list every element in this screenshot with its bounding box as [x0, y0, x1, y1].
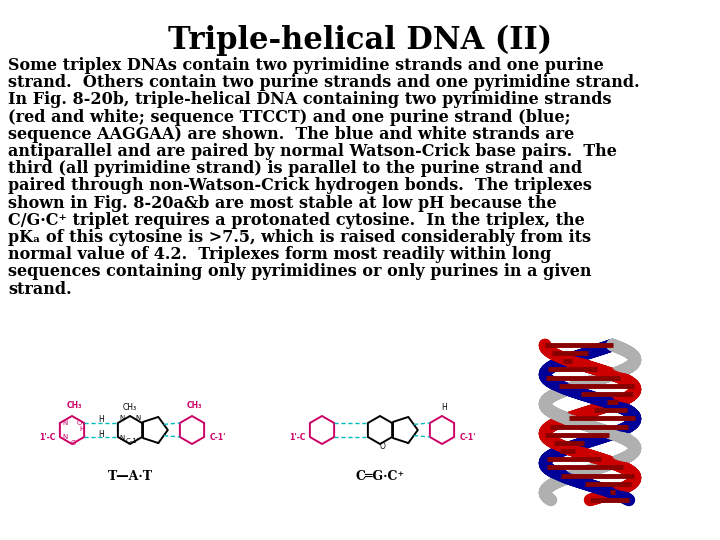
Text: O: O	[76, 420, 81, 426]
Text: N: N	[119, 415, 125, 421]
Text: H: H	[98, 415, 104, 424]
Text: CH₃: CH₃	[66, 401, 82, 410]
Text: 1'-C: 1'-C	[40, 434, 56, 442]
Text: strand.  Others contain two purine strands and one pyrimidine strand.: strand. Others contain two purine strand…	[8, 74, 639, 91]
Text: strand.: strand.	[8, 281, 71, 298]
Text: T—A·T: T—A·T	[107, 470, 153, 483]
Text: H: H	[98, 430, 104, 439]
Text: sequence AAGGAA) are shown.  The blue and white strands are: sequence AAGGAA) are shown. The blue and…	[8, 126, 575, 143]
Text: H: H	[79, 426, 84, 431]
Text: 1'-C: 1'-C	[289, 434, 306, 442]
Text: N: N	[63, 420, 68, 426]
Text: third (all pyrimidine strand) is parallel to the purine strand and: third (all pyrimidine strand) is paralle…	[8, 160, 582, 177]
Text: CH₃: CH₃	[186, 401, 202, 410]
Text: pKₐ of this cytosine is >7.5, which is raised considerably from its: pKₐ of this cytosine is >7.5, which is r…	[8, 229, 591, 246]
Text: paired through non-Watson-Crick hydrogen bonds.  The triplexes: paired through non-Watson-Crick hydrogen…	[8, 178, 592, 194]
Text: Some triplex DNAs contain two pyrimidine strands and one purine: Some triplex DNAs contain two pyrimidine…	[8, 57, 604, 74]
Text: shown in Fig. 8-20a&b are most stable at low pH because the: shown in Fig. 8-20a&b are most stable at…	[8, 194, 557, 212]
Text: In Fig. 8-20b, triple-helical DNA containing two pyrimidine strands: In Fig. 8-20b, triple-helical DNA contai…	[8, 91, 611, 109]
Text: normal value of 4.2.  Triplexes form most readily within long: normal value of 4.2. Triplexes form most…	[8, 246, 552, 263]
Text: N: N	[63, 434, 68, 440]
Text: C-1': C-1'	[460, 434, 477, 442]
Text: (red and white; sequence TTCCT) and one purine strand (blue;: (red and white; sequence TTCCT) and one …	[8, 109, 571, 126]
Text: O: O	[71, 440, 76, 445]
Text: Triple-helical DNA (II): Triple-helical DNA (II)	[168, 25, 552, 56]
Text: C═G·C⁺: C═G·C⁺	[356, 470, 405, 483]
Text: CH₃: CH₃	[123, 403, 137, 412]
Text: O: O	[379, 442, 385, 451]
Text: H: H	[441, 403, 447, 412]
Text: N: N	[136, 415, 141, 421]
Text: C-1': C-1'	[125, 437, 139, 443]
Text: sequences containing only pyrimidines or only purines in a given: sequences containing only pyrimidines or…	[8, 264, 592, 280]
Text: C/G·C⁺ triplet requires a protonated cytosine.  In the triplex, the: C/G·C⁺ triplet requires a protonated cyt…	[8, 212, 585, 229]
Text: C-1': C-1'	[210, 434, 227, 442]
Text: antiparallel and are paired by normal Watson-Crick base pairs.  The: antiparallel and are paired by normal Wa…	[8, 143, 617, 160]
Text: N: N	[119, 435, 125, 441]
